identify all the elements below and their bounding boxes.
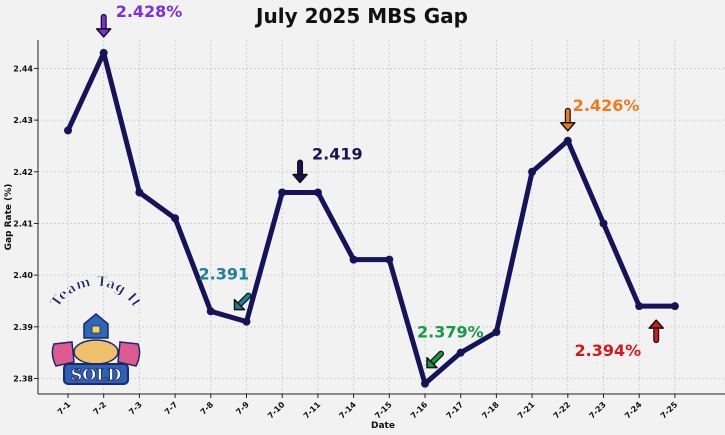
data-point (456, 348, 465, 357)
annotation-label: 2.391 (199, 265, 250, 284)
y-tick-label: 2.38 (13, 374, 33, 383)
annotation-label: 2.428% (116, 2, 183, 21)
x-tick-labels: 7-1 7-2 7-3 7-7 7-8 7-9 7-10 7-11 7-14 7-15 7-16 7-… (56, 394, 680, 421)
x-tick-label: 7-15 (373, 400, 394, 421)
data-point (349, 255, 358, 264)
logo-ribbon-left (51, 341, 75, 367)
annotation-arrow-head (426, 356, 438, 369)
logo-ribbon-right (117, 341, 141, 367)
x-tick-label: 7-9 (234, 400, 251, 417)
data-point (242, 317, 251, 326)
annotation-label: 2.379% (417, 323, 484, 342)
annotations: 2.428% 2.391 2.419 2.379% 2.426% 2.394% (95, 2, 664, 369)
y-tick-label: 2.40 (13, 271, 33, 280)
data-point (670, 302, 679, 311)
x-tick-label: 7-14 (337, 400, 358, 421)
series-line (64, 48, 679, 388)
x-tick-label: 7-3 (127, 400, 144, 417)
x-tick-label: 7-25 (659, 400, 680, 421)
logo-sold-banner (63, 363, 129, 385)
data-point (421, 379, 429, 388)
data-point (278, 188, 287, 197)
y-axis-label: Gap Rate (%) (4, 184, 14, 251)
y-tick-label: 2.39 (13, 323, 33, 332)
data-point (206, 307, 215, 316)
annotation-label: 2.426% (573, 96, 640, 115)
data-point (313, 188, 322, 197)
plot-area (38, 40, 725, 394)
x-tick-label: 7-17 (445, 400, 466, 421)
y-tick-label: 2.42 (13, 168, 33, 177)
logo-arc-background (49, 285, 143, 333)
data-point (99, 48, 108, 57)
annotation-arrow-head (233, 298, 246, 311)
data-point (635, 302, 644, 311)
x-tick-label: 7-8 (199, 400, 216, 417)
series-polyline (65, 50, 678, 387)
x-tick-label: 7-16 (409, 400, 430, 421)
x-axis-label: Date (371, 421, 395, 431)
data-point (599, 219, 608, 228)
annotation-arrow-head (648, 319, 664, 329)
x-tick-label: 7-1 (56, 400, 73, 417)
axes (37, 40, 725, 395)
data-point (492, 327, 501, 336)
annotation-label: 2.394% (575, 341, 642, 360)
y-tick-label: 2.41 (13, 219, 33, 228)
x-tick-label: 7-23 (587, 400, 608, 421)
x-tick-label: 7-11 (302, 400, 323, 421)
x-tick-label: 7-10 (266, 400, 287, 421)
annotation-arrow-head (560, 122, 576, 132)
x-tick-label: 7-2 (92, 400, 109, 417)
x-tick-label: 7-22 (552, 400, 573, 421)
house-window-icon (91, 325, 101, 334)
chart-title: July 2025 MBS Gap (254, 4, 468, 28)
data-point (385, 255, 394, 264)
logo-bottom-text: SOLD (71, 365, 122, 384)
y-tick-label: 2.43 (13, 116, 33, 125)
x-tick-label: 7-21 (516, 400, 537, 421)
data-point (64, 126, 72, 135)
x-tick-label: 7-7 (163, 400, 180, 417)
y-tick-labels: 2.38 2.39 2.40 2.41 2.42 2.43 2.44 (13, 64, 38, 383)
data-point (135, 188, 144, 197)
grid-lines (38, 40, 725, 394)
annotation-arrow-head (95, 28, 112, 38)
data-point (171, 214, 180, 223)
annotation-arrow-head (292, 173, 308, 184)
y-tick-label: 2.44 (13, 64, 33, 73)
handshake-icon (73, 339, 119, 365)
data-point (528, 167, 537, 176)
x-tick-label: 7-24 (623, 400, 644, 421)
data-point (563, 136, 572, 145)
x-tick-label: 7-18 (480, 400, 501, 421)
annotation-label: 2.419 (312, 144, 363, 163)
